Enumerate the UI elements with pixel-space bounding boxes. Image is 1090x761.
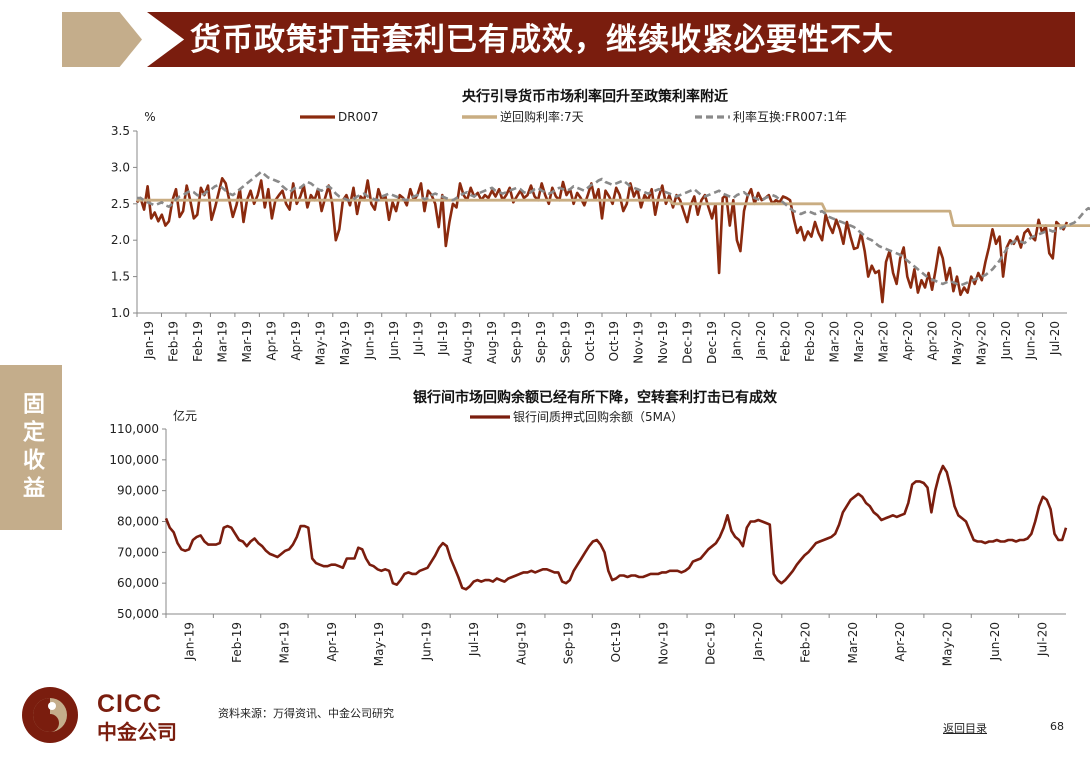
- chart1-xtick-label: Jan-20: [754, 321, 768, 360]
- chart2-xtick-label: Apr-20: [893, 622, 907, 662]
- chart1-legend-label-2: 逆回购利率:7天: [500, 109, 584, 124]
- logo-text-cn: 中金公司: [97, 720, 177, 744]
- chart2-xtick-label: Feb-19: [230, 622, 244, 663]
- chart1-xtick-label: May-20: [950, 321, 964, 365]
- chart2-title: 银行间市场回购余额已经有所下降，空转套利打击已有成效: [413, 390, 777, 406]
- chart1-ytick-label: 1.5: [111, 270, 130, 284]
- chart1-xtick-label: Sep-19: [558, 321, 572, 363]
- chart2-xtick-label: Dec-19: [704, 622, 718, 665]
- chart2-xtick-label: Jul-20: [1035, 622, 1049, 657]
- chart2-ytick-label: 50,000: [117, 607, 159, 621]
- chart2-xtick-label: Jun-19: [420, 622, 434, 661]
- chart1-ytick-label: 3.0: [111, 160, 130, 174]
- chart1-series-line-2: [137, 198, 1090, 227]
- chart2-legend-label-1: 银行间质押式回购余额（5MA）: [513, 409, 683, 424]
- chart1-xtick-label: Dec-19: [681, 321, 695, 364]
- chart1-xtick-label: Aug-19: [485, 321, 499, 364]
- chart1-xtick-label: Aug-19: [460, 321, 474, 364]
- chart2-xtick-label: Mar-20: [846, 622, 860, 663]
- side-tab: [0, 365, 62, 530]
- cicc-logo-icon: [22, 687, 78, 743]
- chart1-ylabel: %: [144, 110, 155, 124]
- chart2-ytick-label: 90,000: [117, 484, 159, 498]
- chart1-ytick-label: 3.5: [111, 124, 130, 138]
- chart1-legend-label-3: 利率互换:FR007:1年: [733, 109, 847, 124]
- chart2-xtick-label: Sep-19: [562, 622, 576, 664]
- chart2-xtick-label: Feb-20: [798, 622, 812, 663]
- chart2-xtick-label: Aug-19: [514, 622, 528, 665]
- chart1-xtick-label: Jan-19: [142, 321, 156, 360]
- chart1-xtick-label: Jun-19: [363, 321, 377, 360]
- chart1-xtick-label: Feb-19: [167, 321, 181, 362]
- chart1-xtick-label: Jan-20: [730, 321, 744, 360]
- chart2-xtick-label: Jan-19: [183, 622, 197, 661]
- chart1-series-line-3: [137, 170, 1090, 287]
- chart1-xtick-label: Nov-19: [632, 321, 646, 364]
- chart1-xtick-label: Feb-19: [191, 321, 205, 362]
- chart1-xtick-label: Apr-19: [289, 321, 303, 361]
- chart1-title: 央行引导货币市场利率回升至政策利率附近: [462, 89, 728, 105]
- chart2-ytick-label: 80,000: [117, 515, 159, 529]
- chart2-xtick-label: Mar-19: [277, 622, 291, 663]
- chart2-ylabel: 亿元: [173, 408, 197, 423]
- chart2-ytick-label: 70,000: [117, 545, 159, 559]
- chart1-ytick-label: 1.0: [111, 306, 130, 320]
- chart1-xtick-label: Jun-20: [1023, 321, 1037, 360]
- header-bar: [147, 12, 1075, 67]
- chart2-series-line-1: [164, 464, 1068, 591]
- page-number: 68: [1050, 720, 1064, 733]
- chart1-xtick-label: Apr-19: [265, 321, 279, 361]
- chart1-xtick-label: Jul-20: [1048, 321, 1062, 356]
- logo-text-cicc: CICC: [97, 690, 163, 718]
- chart1-xtick-label: Jul-19: [436, 321, 450, 356]
- header-tab: [62, 12, 142, 67]
- chart1-xtick-label: Mar-20: [852, 321, 866, 362]
- chart1-series-line-1: [135, 177, 1069, 304]
- chart2-xtick-label: Apr-19: [325, 622, 339, 662]
- chart1-xtick-label: Feb-20: [779, 321, 793, 362]
- chart2-xtick-label: Jul-19: [467, 622, 481, 657]
- chart1-xtick-label: Apr-20: [925, 321, 939, 361]
- chart2-ytick-label: 60,000: [117, 576, 159, 590]
- chart1-xtick-label: Jun-20: [999, 321, 1013, 360]
- chart1-xtick-label: Feb-20: [803, 321, 817, 362]
- chart1-xtick-label: Apr-20: [901, 321, 915, 361]
- chart1-legend-label-1: DR007: [338, 110, 378, 124]
- chart1-xtick-label: May-19: [338, 321, 352, 365]
- chart1-xtick-label: Jun-19: [387, 321, 401, 360]
- chart1-xtick-label: Jul-19: [411, 321, 425, 356]
- chart1-ytick-label: 2.0: [111, 233, 130, 247]
- chart2-xtick-label: Jun-20: [988, 622, 1002, 661]
- chart2-ytick-label: 110,000: [109, 422, 159, 436]
- chart1-xtick-label: May-20: [974, 321, 988, 365]
- chart1-xtick-label: Oct-19: [607, 321, 621, 361]
- chart1-xtick-label: May-19: [314, 321, 328, 365]
- chart1-xtick-label: Sep-19: [509, 321, 523, 363]
- chart1-xtick-label: Sep-19: [534, 321, 548, 363]
- source-note: 资料来源：万得资讯、中金公司研究: [218, 707, 394, 720]
- side-tab-label: 固定收益: [19, 391, 44, 504]
- chart2-xtick-label: Jan-20: [751, 622, 765, 661]
- back-to-toc-link[interactable]: 返回目录: [943, 722, 987, 735]
- page-title: 货币政策打击套利已有成效，继续收紧必要性不大: [190, 22, 894, 58]
- chart2-xtick-label: May-19: [372, 622, 386, 666]
- chart1-xtick-label: Dec-19: [705, 321, 719, 364]
- chart1-xtick-label: Mar-19: [240, 321, 254, 362]
- chart2-xtick-label: May-20: [941, 622, 955, 666]
- chart1-xtick-label: Mar-19: [216, 321, 230, 362]
- chart1-xtick-label: Mar-20: [876, 321, 890, 362]
- chart1-xtick-label: Mar-20: [828, 321, 842, 362]
- chart2-ytick-label: 100,000: [109, 453, 159, 467]
- chart1-xtick-label: Nov-19: [656, 321, 670, 364]
- chart2-xtick-label: Oct-19: [609, 622, 623, 662]
- chart1-xtick-label: Oct-19: [583, 321, 597, 361]
- chart1-ytick-label: 2.5: [111, 197, 130, 211]
- chart2-xtick-label: Nov-19: [656, 622, 670, 665]
